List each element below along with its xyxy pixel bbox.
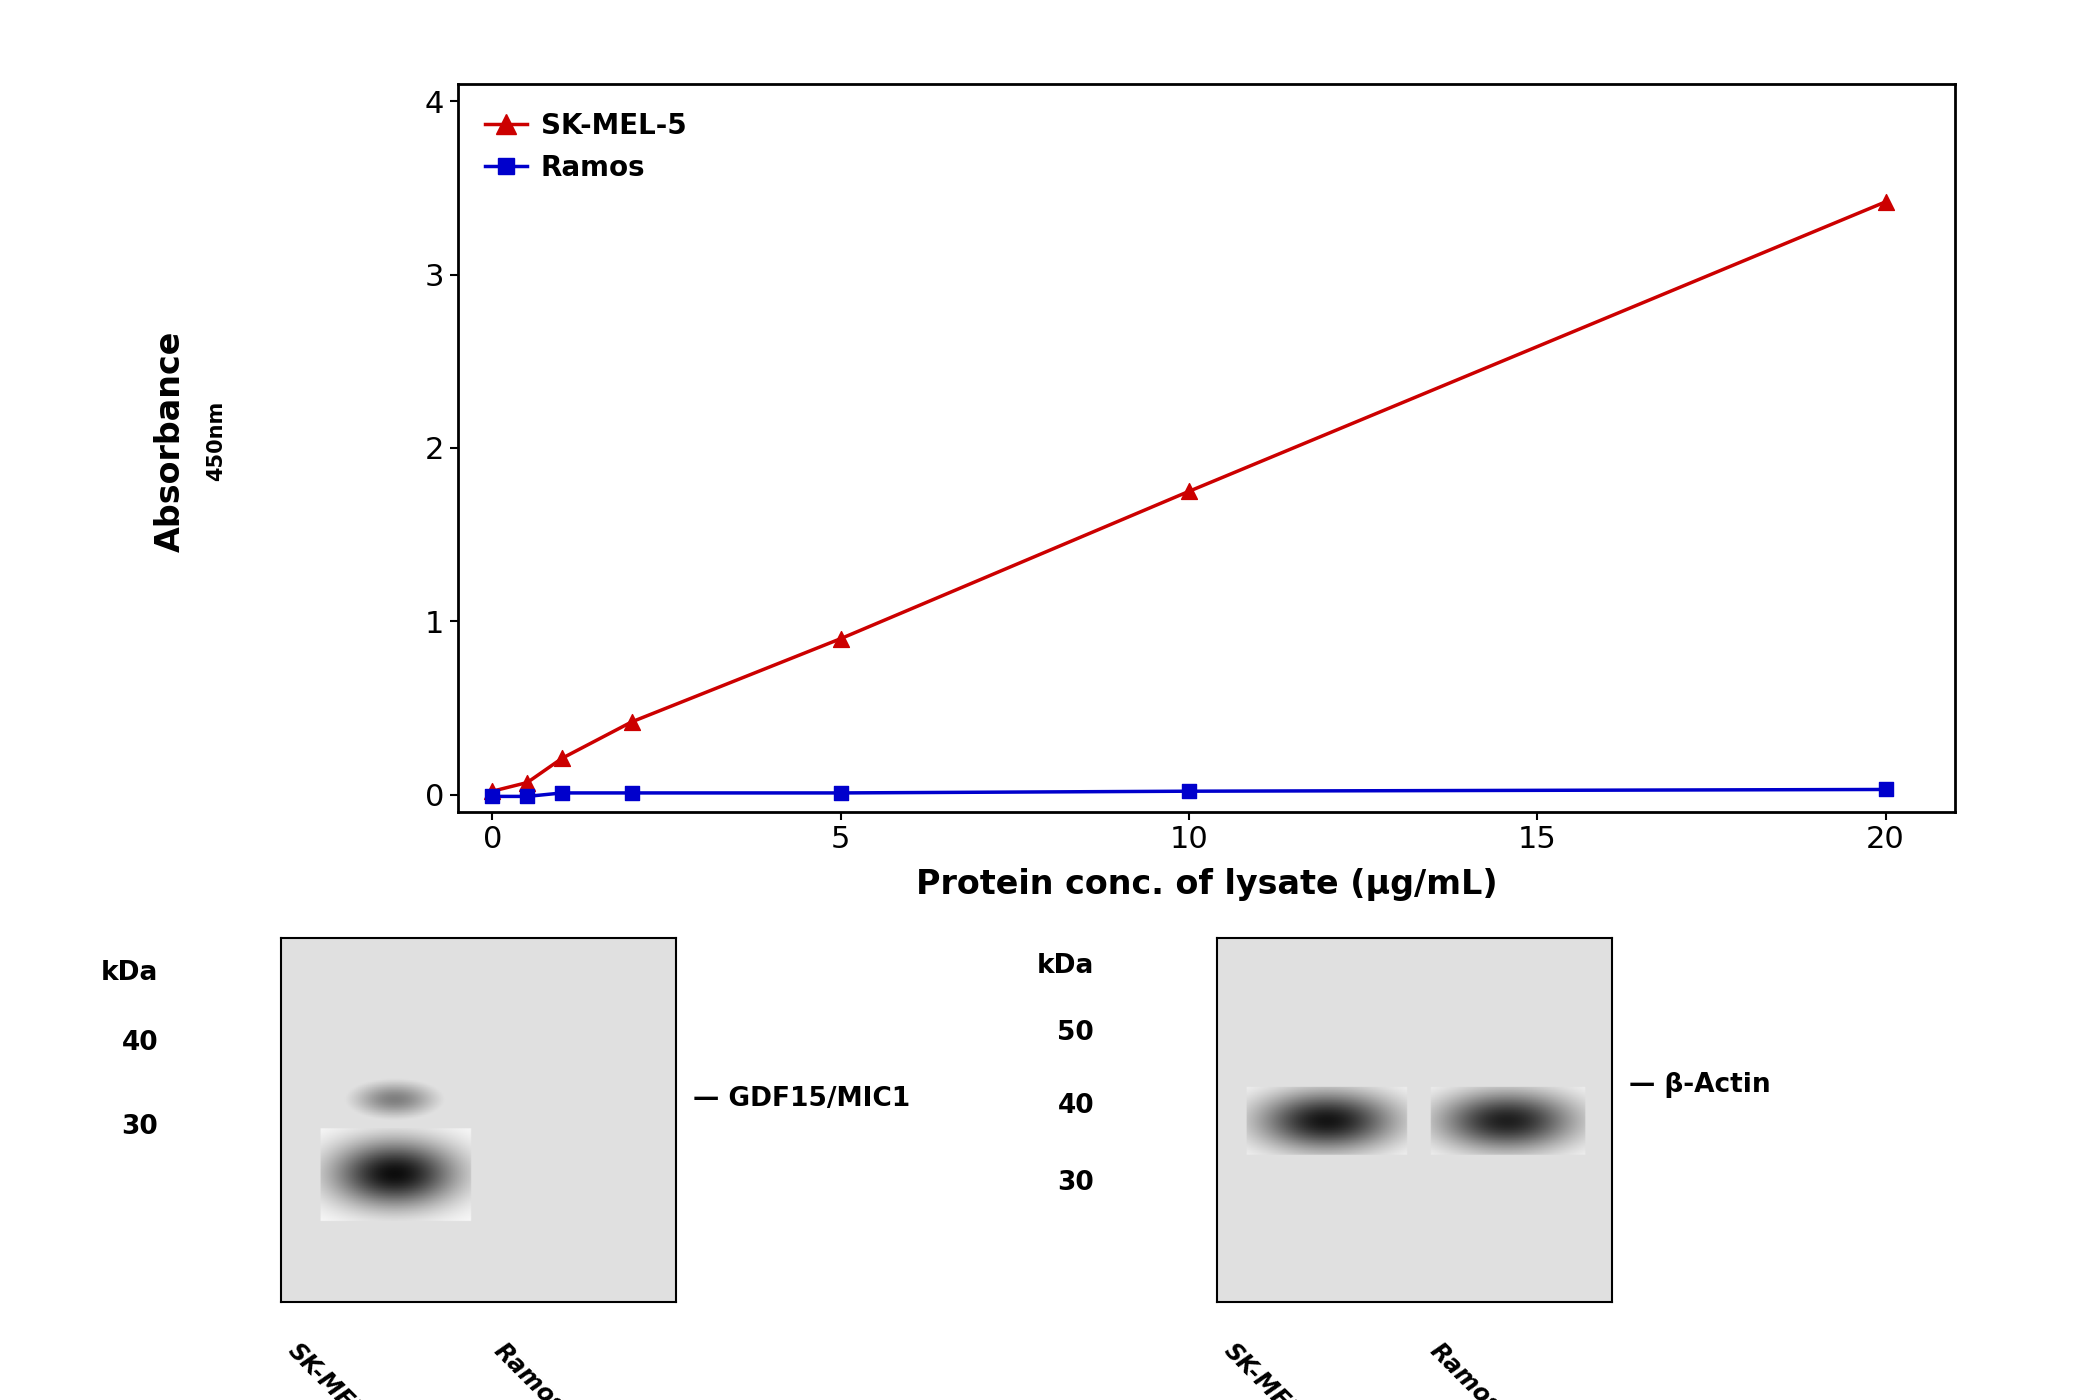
Text: 30: 30	[1057, 1170, 1094, 1196]
Text: Ramos: Ramos	[1425, 1338, 1506, 1400]
Text: SK-MEL-5: SK-MEL-5	[1219, 1338, 1323, 1400]
Text: 50: 50	[1057, 1021, 1094, 1046]
Text: 450nm: 450nm	[206, 400, 227, 482]
Point	[545, 781, 578, 804]
Text: Absorbance: Absorbance	[154, 330, 187, 552]
Text: SK-MEL-5: SK-MEL-5	[283, 1338, 387, 1400]
Text: 40: 40	[121, 1030, 158, 1056]
Point	[824, 781, 857, 804]
Text: Ramos: Ramos	[489, 1338, 570, 1400]
Text: kDa: kDa	[1036, 953, 1094, 979]
Text: — GDF15/MIC1: — GDF15/MIC1	[693, 1086, 909, 1112]
Point	[1173, 780, 1206, 802]
Text: 40: 40	[1057, 1093, 1094, 1119]
Point	[1870, 778, 1903, 801]
Point	[510, 785, 543, 808]
Point	[1173, 480, 1206, 503]
Point	[824, 627, 857, 650]
Point	[616, 781, 649, 804]
Point	[545, 748, 578, 770]
Legend: SK-MEL-5, Ramos: SK-MEL-5, Ramos	[472, 98, 701, 196]
Point	[616, 711, 649, 734]
Text: — β-Actin: — β-Actin	[1629, 1072, 1770, 1098]
Point	[476, 780, 510, 802]
Point	[1870, 190, 1903, 213]
X-axis label: Protein conc. of lysate (μg/mL): Protein conc. of lysate (μg/mL)	[915, 868, 1498, 902]
Point	[476, 785, 510, 808]
Text: 30: 30	[121, 1114, 158, 1140]
Text: kDa: kDa	[100, 960, 158, 986]
Point	[510, 771, 543, 794]
